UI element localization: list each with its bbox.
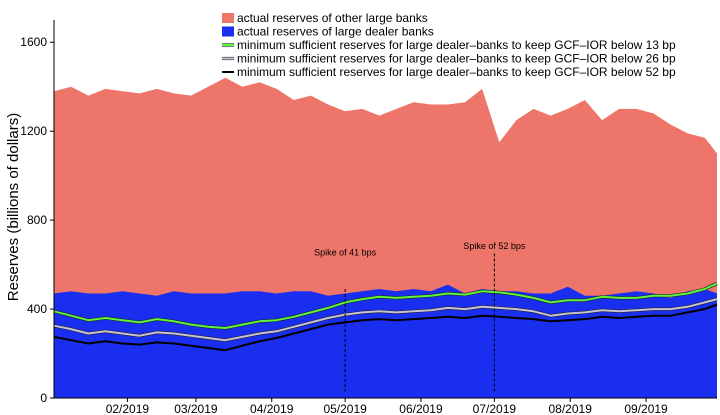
legend-entry-label: minimum sufficient reserves for large de… bbox=[237, 65, 676, 79]
y-tick-label: 1600 bbox=[20, 35, 47, 49]
y-axis-title: Reserves (billions of dollars) bbox=[5, 113, 22, 301]
legend-swatch-area bbox=[222, 13, 234, 23]
y-tick-label: 1200 bbox=[20, 124, 47, 138]
x-axis-ticks: 02/2019 03/2019 04/2019 05/2019 06/2019 07/20… bbox=[106, 398, 668, 415]
x-tick-label: 06/2019 bbox=[399, 402, 443, 415]
x-tick-label: 08/2019 bbox=[549, 402, 593, 415]
x-tick-label: 04/2019 bbox=[250, 402, 294, 415]
x-tick-label: 05/2019 bbox=[323, 402, 367, 415]
area-layer bbox=[54, 78, 717, 398]
y-axis-ticks: 0 400 800 1200 1600 bbox=[20, 35, 54, 405]
area-large-dealer-banks bbox=[54, 285, 717, 398]
legend: actual reserves of other large banksactu… bbox=[222, 11, 676, 79]
spike-label-1: Spike of 41 bps bbox=[314, 248, 377, 258]
y-tick-label: 0 bbox=[40, 391, 47, 405]
y-tick-label: 400 bbox=[27, 302, 47, 316]
y-tick-label: 800 bbox=[27, 213, 47, 227]
spike-label-2: Spike of 52 bps bbox=[463, 241, 526, 251]
legend-entry-label: minimum sufficient reserves for large de… bbox=[237, 38, 676, 52]
legend-swatch-area bbox=[222, 27, 234, 37]
legend-entry-label: actual reserves of large dealer banks bbox=[237, 25, 434, 39]
x-tick-label: 09/2019 bbox=[624, 402, 668, 415]
x-tick-label: 03/2019 bbox=[174, 402, 218, 415]
legend-entry-label: minimum sufficient reserves for large de… bbox=[237, 52, 676, 66]
x-tick-label: 02/2019 bbox=[106, 402, 150, 415]
legend-entry-label: actual reserves of other large banks bbox=[237, 11, 428, 25]
x-tick-label: 07/2019 bbox=[473, 402, 517, 415]
